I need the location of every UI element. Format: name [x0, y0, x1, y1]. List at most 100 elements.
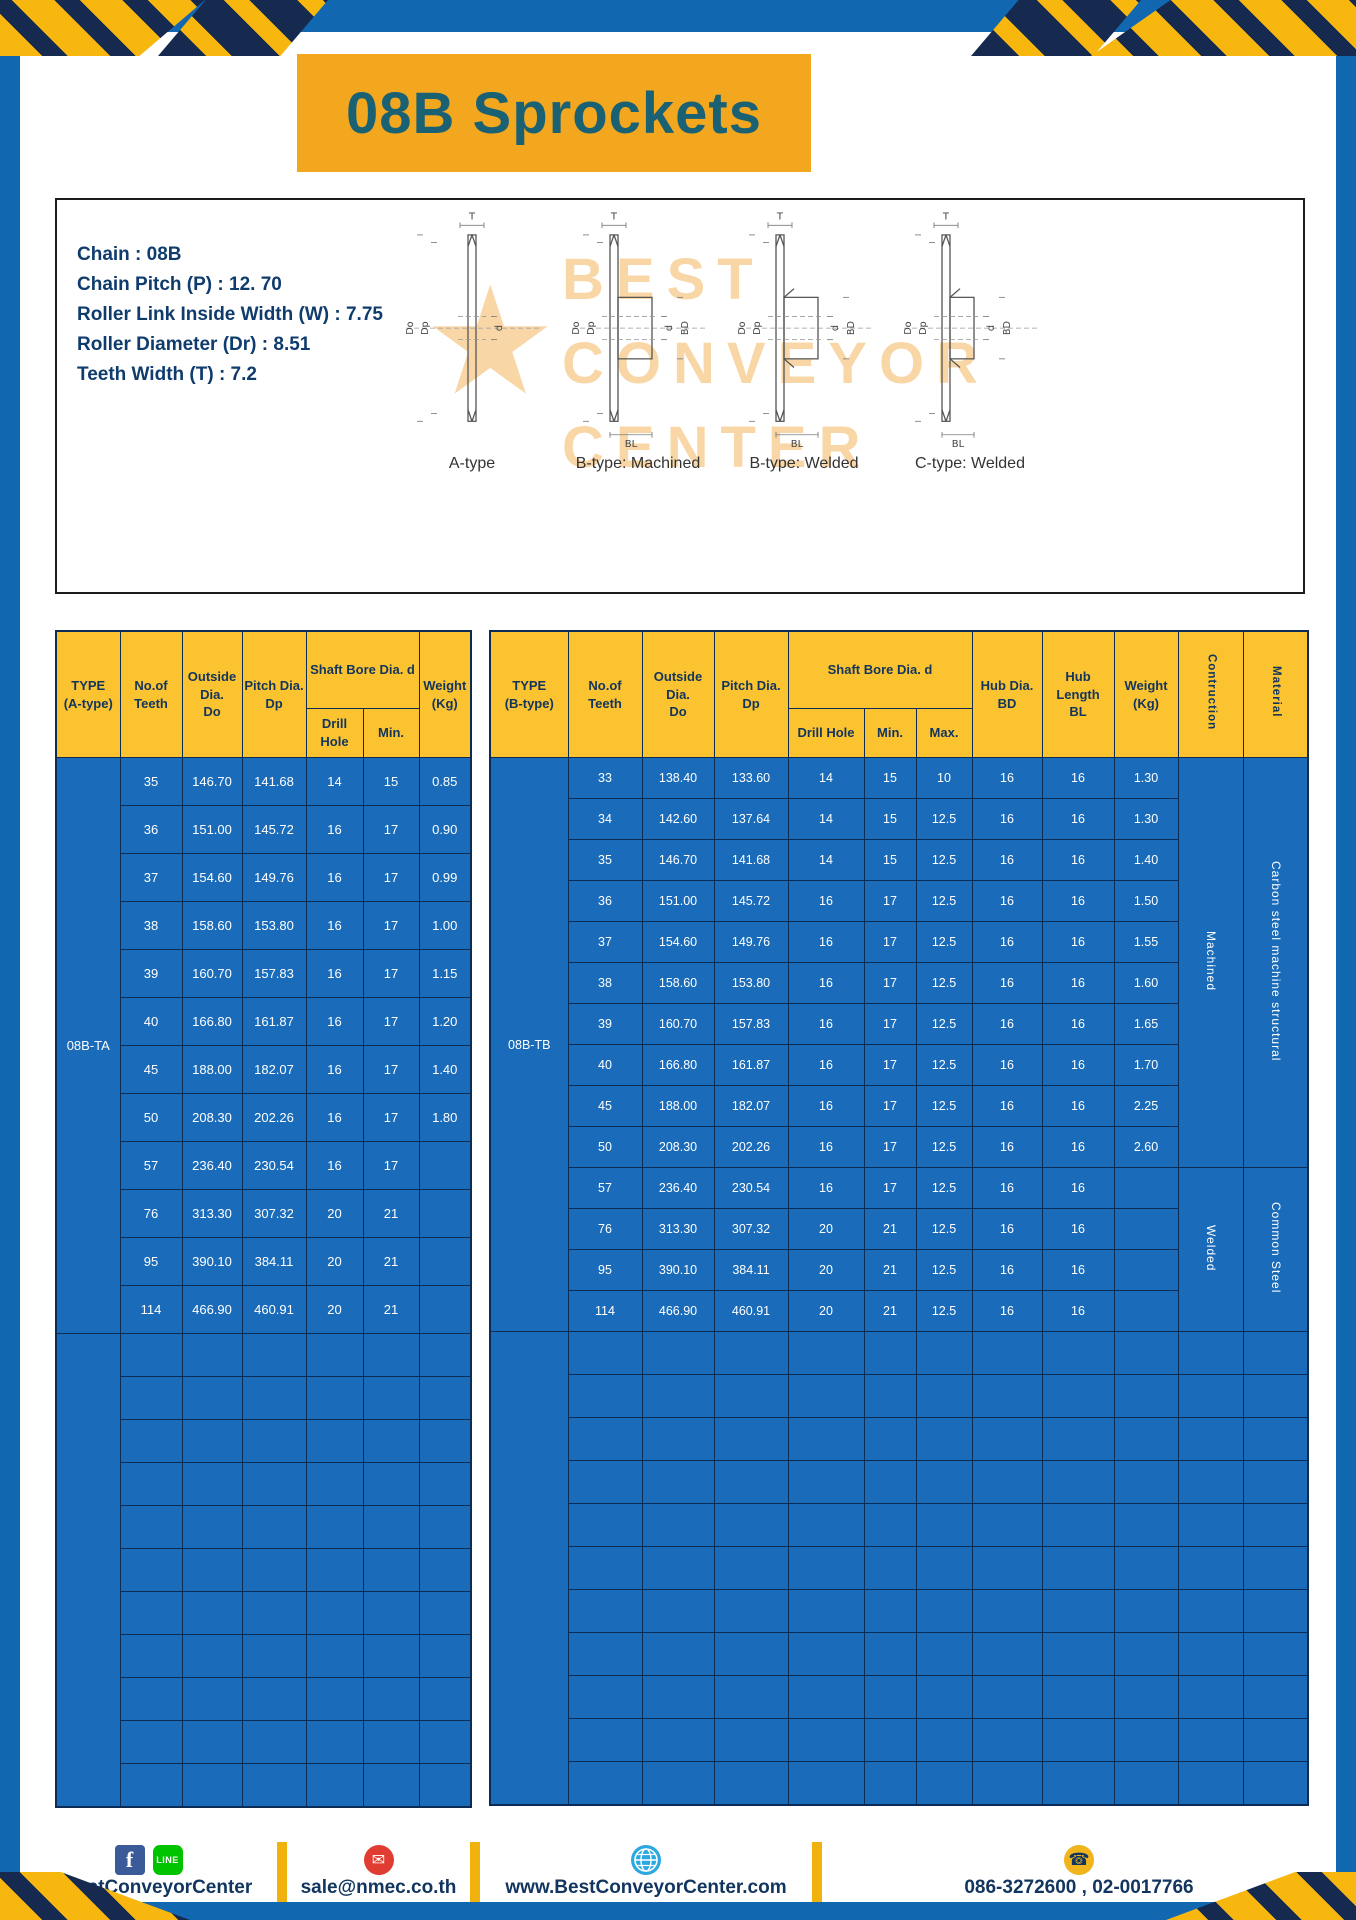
table-cell: 16 [971, 1167, 1043, 1209]
table-row: 37 154.60 149.76 16 17 0.99 [56, 853, 472, 902]
phone-numbers[interactable]: 086-3272600 , 02-0017766 [964, 1877, 1194, 1898]
a-type-table: TYPE (A-type) No.of Teeth Outside Dia. D… [55, 630, 472, 1808]
table-cell: 10 [915, 757, 973, 799]
table-cell: 20 [305, 1189, 364, 1238]
empty-cell [1177, 1374, 1244, 1418]
website-url[interactable]: www.BestConveyorCenter.com [505, 1877, 787, 1898]
empty-cell [1041, 1417, 1115, 1461]
col-header-max: Max. [915, 708, 973, 758]
empty-cell [971, 1632, 1043, 1676]
empty-cell [418, 1333, 472, 1377]
empty-cell [713, 1675, 789, 1719]
empty-cell [119, 1419, 183, 1463]
empty-cell [1177, 1417, 1244, 1461]
table-cell: 151.00 [641, 880, 715, 922]
spec-box: ★ BEST CONVEYOR CENTER Chain : 08B Chain… [55, 198, 1305, 594]
empty-cell [418, 1677, 472, 1721]
col-header-weight: Weight (Kg) [418, 630, 472, 758]
empty-cell [863, 1718, 917, 1762]
empty-cell [1177, 1503, 1244, 1547]
svg-text:Dp: Dp [752, 321, 763, 334]
empty-cell [915, 1675, 973, 1719]
table-cell: 21 [863, 1290, 917, 1332]
empty-cell [418, 1763, 472, 1808]
empty-cell [641, 1718, 715, 1762]
table-cell: 14 [305, 757, 364, 806]
table-cell: 17 [863, 1003, 917, 1045]
facebook-icon[interactable]: f [114, 1845, 145, 1875]
empty-row [490, 1546, 1309, 1590]
table-cell: 20 [787, 1249, 865, 1291]
table-cell: 17 [362, 1141, 420, 1190]
empty-cell [915, 1761, 973, 1806]
empty-cell [1242, 1675, 1309, 1719]
table-cell: 12.5 [915, 962, 973, 1004]
empty-cell [119, 1333, 183, 1377]
spec-line-chain: Chain : 08B [77, 244, 182, 265]
empty-type-cell [489, 1331, 569, 1806]
empty-type-cell [55, 1333, 121, 1808]
table-row: 36 151.00 145.72 16 17 0.90 [56, 805, 472, 854]
table-cell: 16 [971, 1003, 1043, 1045]
empty-cell [915, 1503, 973, 1547]
empty-row [56, 1548, 472, 1592]
table-cell: 16 [1041, 1167, 1115, 1209]
table-cell: 1.00 [418, 901, 472, 950]
empty-cell [641, 1374, 715, 1418]
table-cell: 313.30 [641, 1208, 715, 1250]
table-cell: 154.60 [181, 853, 243, 902]
table-cell: 154.60 [641, 921, 715, 963]
empty-cell [1177, 1546, 1244, 1590]
table-cell: 166.80 [641, 1044, 715, 1086]
empty-cell [1242, 1546, 1309, 1590]
email-icon[interactable]: ✉ [363, 1845, 394, 1875]
empty-cell [567, 1718, 643, 1762]
table-row: 40 166.80 161.87 16 17 1.20 [56, 997, 472, 1046]
empty-cell [915, 1589, 973, 1633]
table-cell: 16 [1041, 1249, 1115, 1291]
globe-icon[interactable] [631, 1845, 661, 1875]
construction-cell: Machined [1177, 757, 1244, 1168]
svg-text:BD: BD [846, 321, 857, 335]
table-cell: 16 [971, 1044, 1043, 1086]
table-cell: 12.5 [915, 1167, 973, 1209]
construction-cell: Welded [1177, 1167, 1244, 1332]
empty-cell [971, 1546, 1043, 1590]
empty-cell [119, 1376, 183, 1420]
empty-cell [1041, 1503, 1115, 1547]
empty-cell [1242, 1331, 1309, 1375]
table-cell: 40 [119, 997, 183, 1046]
table-cell: 1.30 [1113, 757, 1179, 799]
table-cell: 17 [362, 805, 420, 854]
table-cell: 45 [119, 1045, 183, 1094]
phone-icon[interactable]: ☎ [1064, 1845, 1094, 1875]
empty-cell [305, 1677, 364, 1721]
empty-cell [1041, 1675, 1115, 1719]
table-cell: 17 [362, 853, 420, 902]
table-cell: 114 [119, 1285, 183, 1334]
empty-cell [241, 1419, 307, 1463]
col-header-pitch-dia: Pitch Dia. Dp [713, 630, 789, 758]
email-address[interactable]: sale@nmec.co.th [300, 1877, 457, 1898]
empty-cell [119, 1763, 183, 1808]
empty-row [56, 1677, 472, 1721]
empty-cell [915, 1417, 973, 1461]
line-icon[interactable]: LINE [152, 1845, 183, 1875]
table-cell: 12.5 [915, 1126, 973, 1168]
table-cell: 16 [1041, 1208, 1115, 1250]
empty-cell [305, 1591, 364, 1635]
empty-cell [119, 1677, 183, 1721]
table-cell: 37 [119, 853, 183, 902]
empty-cell [305, 1462, 364, 1506]
table-cell: 202.26 [713, 1126, 789, 1168]
table-cell: 16 [305, 805, 364, 854]
table-row: 114 466.90 460.91 20 21 [56, 1285, 472, 1334]
empty-cell [241, 1677, 307, 1721]
empty-cell [641, 1632, 715, 1676]
table-cell: 20 [787, 1290, 865, 1332]
empty-cell [181, 1376, 243, 1420]
table-cell: 16 [305, 997, 364, 1046]
col-header-outside-dia: Outside Dia. Do [181, 630, 243, 758]
col-header-min: Min. [362, 708, 420, 758]
empty-cell [305, 1763, 364, 1808]
